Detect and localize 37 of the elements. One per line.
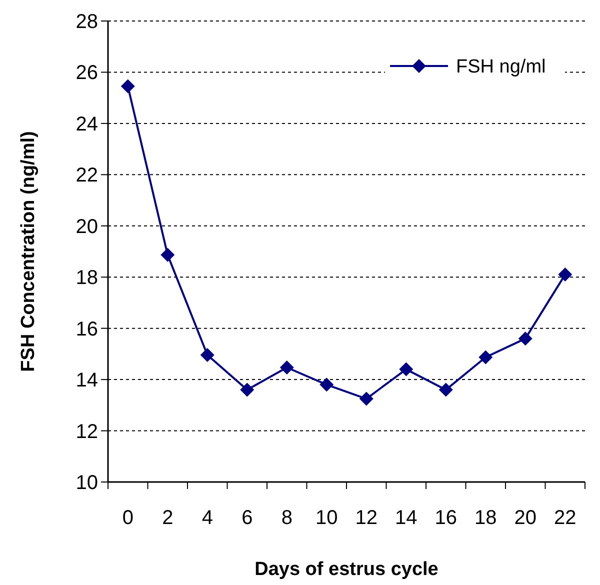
x-axis-title: Days of estrus cycle xyxy=(254,559,438,580)
x-tick-label: 14 xyxy=(395,507,418,529)
x-tick-label: 0 xyxy=(122,507,134,529)
y-tick-label: 26 xyxy=(76,62,98,84)
y-tick-label: 16 xyxy=(76,318,98,340)
point xyxy=(240,382,254,397)
x-tick-label: 4 xyxy=(202,507,213,529)
y-tick-label: 18 xyxy=(76,267,98,290)
y-tick-label: 28 xyxy=(76,11,98,33)
x-tick-label: 6 xyxy=(242,507,253,529)
y-tick-label: 20 xyxy=(76,216,98,238)
point xyxy=(160,248,175,262)
y-tick-label: 14 xyxy=(76,370,98,392)
point xyxy=(320,378,334,392)
x-tick-label: 20 xyxy=(514,507,536,529)
y-axis-title: FSH Concentration (ng/ml) xyxy=(18,131,39,372)
x-tick-label: 10 xyxy=(316,507,338,529)
x-tick-label: 8 xyxy=(281,507,292,529)
x-tick-label: 12 xyxy=(355,507,378,529)
y-tick-label: 22 xyxy=(76,164,98,187)
y-tick-label: 10 xyxy=(76,472,98,494)
point xyxy=(399,362,414,376)
x-tick-label: 18 xyxy=(474,507,497,529)
point xyxy=(280,360,294,375)
point xyxy=(478,350,493,364)
point xyxy=(200,348,214,362)
legend-label: FSH ng/ml xyxy=(456,56,546,78)
x-tick-label: 22 xyxy=(554,507,576,529)
point xyxy=(518,332,532,346)
point xyxy=(120,79,135,94)
y-tick-label: 24 xyxy=(76,113,98,136)
y-tick-label: 12 xyxy=(76,420,98,443)
point xyxy=(438,382,453,397)
x-tick-label: 2 xyxy=(162,507,174,529)
x-tick-label: 16 xyxy=(434,507,457,529)
point xyxy=(558,268,572,282)
point xyxy=(359,392,374,406)
